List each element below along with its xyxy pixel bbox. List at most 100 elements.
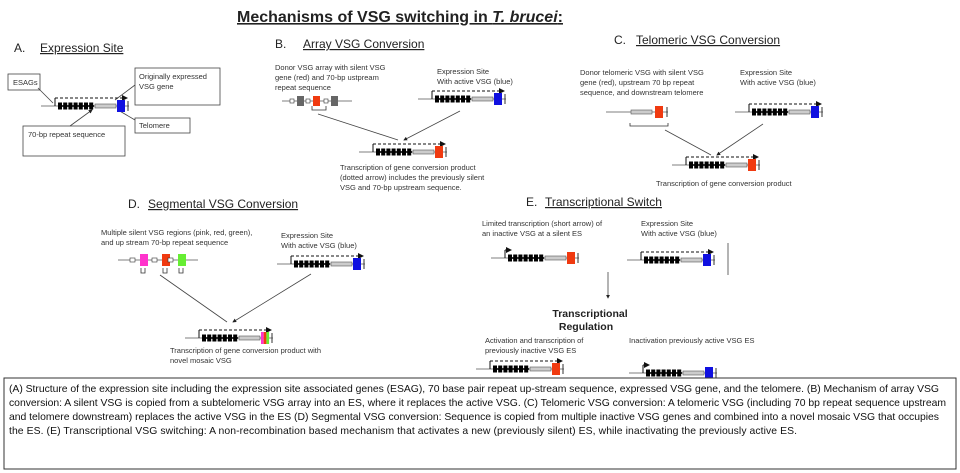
vsg-gene	[353, 258, 361, 270]
donor-vsg-array	[282, 96, 352, 111]
vsg-gene	[435, 146, 443, 158]
esag-link	[294, 263, 330, 265]
es-text: Expression Site	[740, 68, 792, 77]
vsg-gene-label: VSG gene	[139, 82, 174, 91]
mosaic-vsg-segment	[266, 332, 270, 344]
panel-c-letter: C.	[614, 33, 626, 47]
esag-link	[689, 164, 725, 166]
esags-label: ESAGs	[13, 78, 38, 87]
repeat-70bp	[630, 109, 653, 115]
donor-vsg	[297, 96, 304, 106]
product-text: Transcription of gene conversion product	[656, 179, 793, 188]
silent-vsg-gene	[313, 96, 320, 106]
silent-vsg-gene	[140, 254, 148, 266]
vsg-gene	[705, 367, 713, 379]
donor-text: and up stream 70-bp repeat sequence	[101, 238, 228, 247]
product-text: novel mosaic VSG	[170, 356, 232, 365]
panel-d-title: Segmental VSG Conversion	[148, 197, 298, 211]
product-text: Transcription of gene conversion product…	[170, 346, 321, 355]
panel-e-letter: E.	[526, 195, 537, 209]
donor-telomeric-vsg	[606, 106, 669, 127]
vsg-gene	[811, 106, 819, 118]
vsg-gene	[117, 100, 125, 112]
repeat-70bp	[788, 109, 811, 115]
panel-a-title: Expression Site	[40, 41, 124, 55]
repeat-70bp	[544, 255, 567, 261]
esag-link	[508, 257, 544, 259]
product-text: VSG and 70-bp upstream sequence.	[340, 183, 462, 192]
activation-text: previously inactive VSG ES	[485, 346, 576, 355]
panel-c-title: Telomeric VSG Conversion	[636, 33, 780, 47]
panel-d-letter: D.	[128, 197, 140, 211]
repeat-70bp	[305, 98, 311, 104]
activated-expression-site	[476, 358, 564, 375]
panel-b-letter: B.	[275, 37, 286, 51]
silent-vsg-gene	[655, 106, 663, 118]
caption-line: the ES. (E) Transcriptional VSG switchin…	[9, 426, 797, 437]
repeat-70bp	[151, 257, 158, 263]
vsg-gene	[567, 252, 575, 264]
caption-line: and telomere downstream) replaces the ac…	[9, 412, 939, 423]
donor-text: Donor telomeric VSG with silent VSG	[580, 68, 704, 77]
telomere-label: Telomere	[139, 121, 170, 130]
panel-e-title: Transcriptional Switch	[545, 195, 662, 209]
panel-a-letter: A.	[14, 41, 25, 55]
silent-expression-site	[491, 247, 579, 264]
vsg-gene	[494, 93, 502, 105]
vsg-gene	[552, 363, 560, 375]
esags-callout	[7, 73, 41, 91]
inactivated-expression-site	[629, 362, 717, 379]
es-text: With active VSG (blue)	[641, 229, 717, 238]
panel-e: E. Transcriptional Switch Limited transc…	[482, 195, 754, 355]
caption-line: conversion: A silent VSG is copied from …	[9, 398, 946, 409]
esag-link	[435, 98, 471, 100]
panel-b-title: Array VSG Conversion	[303, 37, 424, 51]
donor-text: sequence, and downstream telomere	[580, 88, 703, 97]
panel-b: B. Array VSG Conversion Donor VSG array …	[275, 37, 513, 192]
mosaic-vsg-segment	[263, 332, 267, 344]
repeat-70bp	[680, 257, 703, 263]
silent-vsg-regions	[118, 254, 198, 274]
copy-bracket	[629, 123, 669, 127]
repeat-70bp	[471, 96, 494, 102]
esag-link	[58, 105, 94, 107]
donor-text: repeat sequence	[275, 83, 331, 92]
repeat-70bp	[323, 98, 329, 104]
expression-site-construct	[277, 253, 365, 270]
mosaic-product-construct	[185, 327, 273, 344]
copy-bracket	[140, 268, 146, 274]
active-expression-site	[627, 249, 715, 266]
expression-site-construct	[735, 101, 823, 118]
silent-es-text: an inactive VSG at a silent ES	[482, 229, 582, 238]
es-text: Expression Site	[281, 231, 333, 240]
repeat-70bp	[167, 257, 174, 263]
telomere-callout	[134, 117, 191, 134]
silent-vsg-gene	[162, 254, 170, 266]
gene-conversion-product	[672, 154, 760, 171]
esag-link	[376, 151, 412, 153]
gene-conversion-product	[359, 141, 447, 158]
es-text: With active VSG (blue)	[740, 78, 816, 87]
copy-bracket	[178, 268, 184, 274]
activation-text: Activation and transcription of	[485, 336, 584, 345]
repeat-70bp	[682, 370, 705, 376]
repeat-70bp	[412, 149, 435, 155]
gene-constructs	[41, 88, 823, 379]
panel-c: C. Telomeric VSG Conversion Donor telome…	[580, 33, 816, 188]
donor-text: Donor VSG array with silent VSG	[275, 63, 386, 72]
figure-title: Mechanisms of VSG switching in T. brucei…	[237, 9, 563, 26]
regulation-label: Regulation	[559, 321, 613, 333]
repeat-70bp	[129, 257, 136, 263]
es-text: With active VSG (blue)	[437, 77, 513, 86]
esag-link	[646, 372, 682, 374]
expression-site-construct	[418, 88, 506, 105]
copy-bracket	[311, 106, 327, 111]
vsg-gene-label: Originally expressed	[139, 72, 207, 81]
repeat-callout	[22, 125, 126, 157]
product-text: Transcription of gene conversion product	[340, 163, 477, 172]
donor-text: gene (red) and 70-bp ustpream	[275, 73, 379, 82]
inactivation-text: Inactivation previously active VSG ES	[629, 336, 754, 345]
esag-link	[644, 259, 680, 261]
